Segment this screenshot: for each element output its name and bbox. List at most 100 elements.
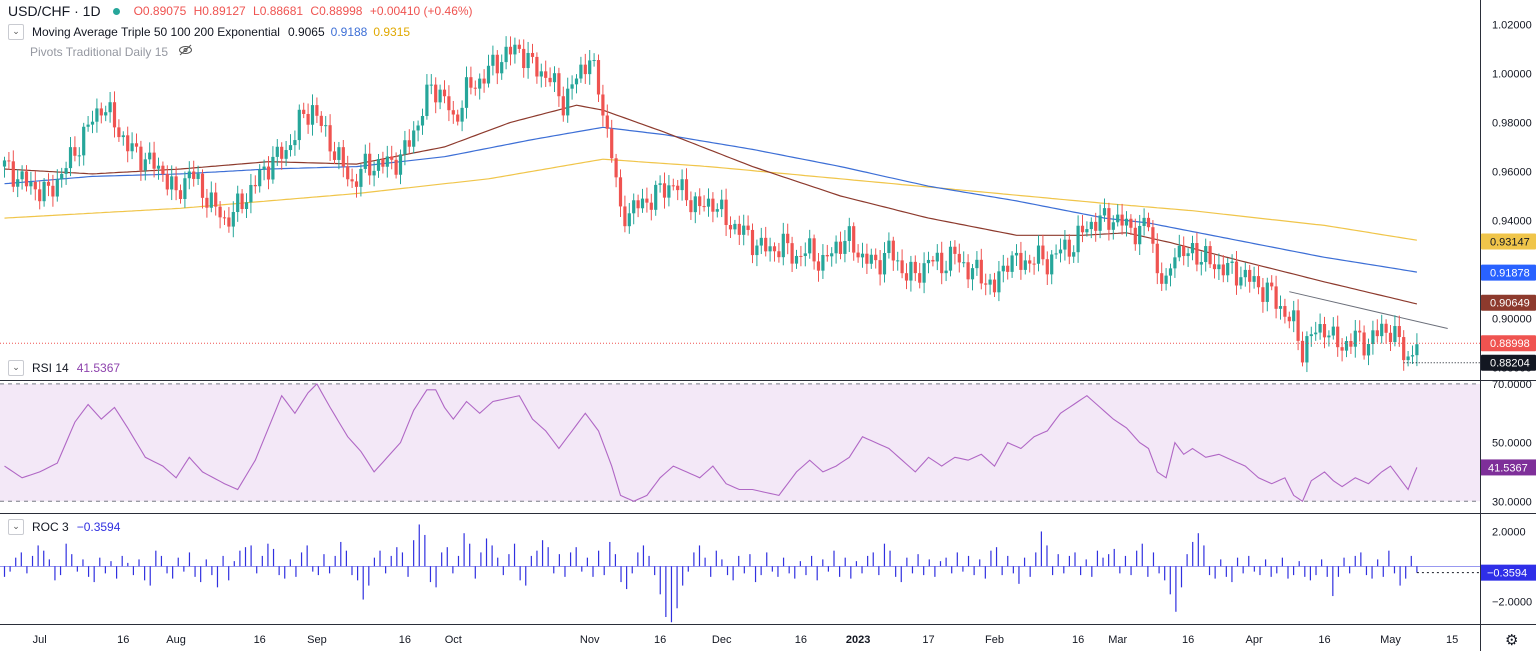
- candle-body: [460, 107, 464, 122]
- candle-body: [887, 240, 891, 254]
- candle-body: [508, 46, 513, 55]
- candle-body: [984, 283, 988, 285]
- candle-body: [464, 77, 469, 108]
- time-tick-label: 16: [399, 634, 411, 646]
- candle-body: [341, 147, 345, 167]
- ma-legend[interactable]: ⌄ Moving Average Triple 50 100 200 Expon…: [8, 24, 410, 40]
- gear-icon[interactable]: ⚙: [1505, 632, 1519, 649]
- candle-body: [794, 255, 799, 264]
- candle-body: [38, 189, 42, 202]
- candle-body: [1212, 264, 1217, 270]
- roc-pane[interactable]: [0, 524, 1480, 623]
- chevron-down-icon[interactable]: ⌄: [8, 360, 24, 376]
- candle-body: [706, 198, 711, 207]
- candle-body: [561, 96, 565, 116]
- candle-body: [1358, 330, 1362, 333]
- high-value: H0.89127: [193, 4, 246, 18]
- candle-body: [856, 252, 860, 258]
- candle-body: [99, 108, 103, 116]
- candle-body: [2, 160, 7, 167]
- candle-body: [649, 202, 653, 210]
- ema200-value: 0.9315: [373, 25, 411, 39]
- time-tick-label: Jul: [33, 634, 47, 646]
- candle-body: [1208, 246, 1212, 265]
- candle-body: [1349, 341, 1353, 347]
- candle-body: [724, 199, 728, 225]
- candle-body: [535, 56, 539, 77]
- candle-body: [1146, 217, 1151, 228]
- candle-body: [755, 245, 759, 256]
- candle-body: [764, 237, 768, 252]
- candle-body: [777, 251, 781, 258]
- price-badge: [1481, 354, 1536, 371]
- candle-body: [671, 185, 675, 187]
- chevron-down-icon[interactable]: ⌄: [8, 24, 24, 40]
- eye-off-icon[interactable]: [178, 44, 193, 59]
- candle-body: [1309, 334, 1313, 337]
- candle-body: [456, 114, 460, 122]
- candle-body: [1318, 324, 1322, 333]
- candle-body: [1102, 208, 1107, 216]
- candle-body: [143, 159, 147, 171]
- candle-body: [310, 105, 315, 125]
- candle-body: [253, 184, 257, 187]
- candle-body: [328, 125, 332, 152]
- candle-body: [601, 94, 605, 116]
- candle-body: [1001, 265, 1005, 272]
- candle-body: [86, 124, 90, 127]
- candle-body: [1085, 229, 1089, 233]
- candle-body: [1041, 245, 1045, 260]
- candle-body: [11, 161, 15, 187]
- candle-body: [1032, 263, 1036, 265]
- candle-body: [931, 259, 935, 262]
- candle-body: [592, 60, 596, 62]
- pivots-legend[interactable]: Pivots Traditional Daily 15: [30, 44, 193, 59]
- candle-body: [579, 64, 583, 79]
- price-tick-label: 1.00000: [1492, 68, 1532, 80]
- candle-body: [55, 179, 59, 197]
- candle-body: [821, 254, 825, 271]
- candle-body: [962, 262, 966, 264]
- candle-body: [262, 166, 266, 170]
- chevron-down-icon[interactable]: ⌄: [8, 519, 24, 535]
- candle-body: [24, 171, 29, 187]
- rsi-legend[interactable]: ⌄ RSI 14 41.5367: [8, 360, 120, 376]
- candle-body: [1089, 221, 1093, 230]
- candle-body: [1120, 214, 1124, 226]
- candle-body: [517, 44, 521, 49]
- candle-body: [772, 246, 777, 252]
- candle-body: [825, 254, 829, 257]
- rsi-pane[interactable]: [0, 382, 1480, 503]
- candle-body: [407, 140, 411, 147]
- ema100-line: [4, 126, 1417, 273]
- candle-body: [288, 145, 293, 151]
- ema200-line: [4, 158, 1417, 241]
- candle-body: [148, 152, 152, 160]
- roc-legend[interactable]: ⌄ ROC 3 −0.3594: [8, 519, 120, 535]
- candle-body: [491, 54, 495, 66]
- candle-body: [1045, 259, 1049, 275]
- roc-badge-label: −0.3594: [1487, 568, 1527, 580]
- candle-body: [1019, 252, 1023, 270]
- candle-body: [1028, 260, 1032, 264]
- candle-body: [1252, 276, 1256, 282]
- price-pane[interactable]: [0, 36, 1480, 373]
- time-tick-label: 16: [1318, 634, 1330, 646]
- candle-body: [332, 151, 337, 160]
- candle-body: [645, 198, 649, 203]
- candle-body: [808, 238, 812, 254]
- candle-body: [728, 224, 733, 230]
- time-tick-label: Apr: [1246, 634, 1263, 646]
- candle-body: [548, 77, 552, 83]
- candle-body: [1393, 326, 1397, 343]
- candle-body: [1080, 225, 1085, 233]
- candle-body: [733, 223, 737, 230]
- candle-body: [632, 200, 636, 214]
- candle-body: [896, 260, 900, 262]
- roc-badge: [1481, 564, 1536, 581]
- candle-body: [249, 184, 253, 203]
- candle-body: [183, 178, 187, 199]
- roc-tick-label: −2.0000: [1492, 596, 1532, 608]
- candle-body: [372, 170, 376, 176]
